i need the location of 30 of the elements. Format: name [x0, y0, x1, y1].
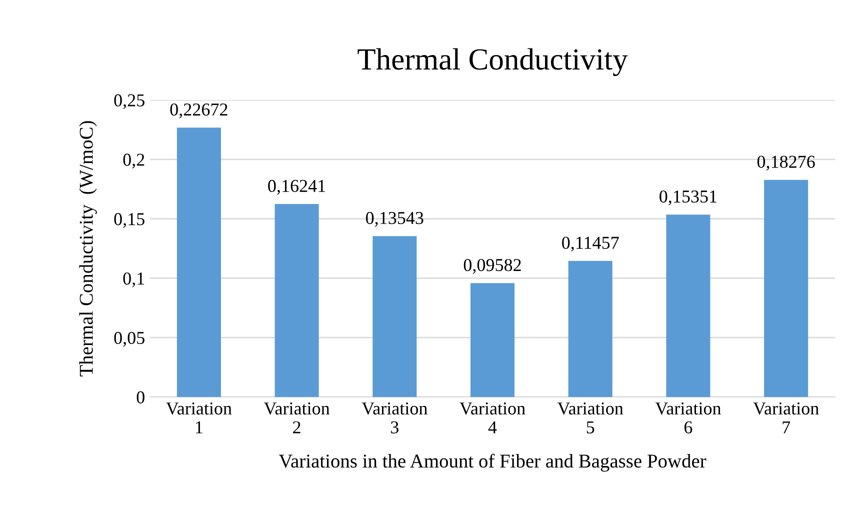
x-tick-label: Variation 7	[753, 402, 819, 434]
y-tick-label: 0,1	[123, 272, 144, 288]
y-tick-label: 0	[136, 391, 144, 404]
x-tick-label: Variation 6	[655, 402, 722, 434]
bar	[274, 204, 319, 397]
bar	[666, 214, 710, 397]
y-axis-title: Thermal Conductivity (W/moC)	[79, 121, 97, 376]
x-tick-label: Variation 2	[264, 402, 330, 434]
y-tick-label: 0,25	[114, 94, 144, 110]
x-axis-title: Variations in the Amount of Fiber and Bagasse Powder	[278, 454, 706, 472]
data-label: 0,18276	[757, 156, 815, 170]
x-tick-label: Variation 5	[557, 402, 624, 434]
data-label: 0,13543	[366, 212, 424, 227]
data-label: 0,16241	[268, 180, 326, 195]
bar	[764, 180, 808, 397]
y-tick-label: 0,15	[114, 213, 144, 228]
x-tick-label: Variation 3	[362, 402, 428, 434]
data-label: 0,15351	[660, 190, 716, 206]
bar	[176, 128, 221, 397]
x-tick-label: Variation 4	[460, 402, 526, 434]
data-label: 0,11457	[562, 236, 619, 252]
bar	[470, 283, 515, 397]
x-tick-label: Variation 1	[166, 402, 232, 434]
y-tick-label: 0,2	[123, 154, 144, 168]
bar	[568, 260, 612, 397]
y-tick-label: 0,05	[114, 332, 144, 347]
chart-title: Thermal Conductivity	[358, 48, 628, 76]
data-label: 0,22672	[170, 103, 228, 118]
bar	[372, 236, 417, 397]
data-label: 0,09582	[464, 258, 521, 274]
